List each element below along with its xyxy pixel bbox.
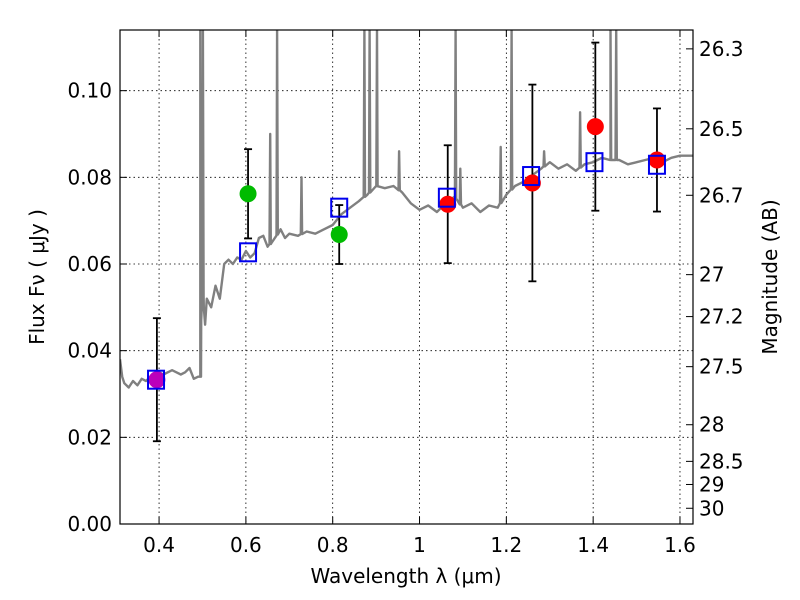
right-y-axis-label: Magnitude (AB): [758, 199, 782, 354]
mag-tick-label: 26.5: [699, 117, 744, 141]
synthetic-square: [147, 369, 166, 390]
mag-tick-label: 28: [699, 413, 724, 437]
y-axis-label: Flux Fν ( μJy ): [25, 209, 49, 345]
photometry-markers: [147, 41, 666, 443]
model-spectrum-line: [120, 30, 693, 389]
observed-point: [586, 118, 604, 136]
mag-tick-label: 28.5: [699, 449, 744, 473]
synthetic-square: [239, 242, 258, 263]
synthetic-square: [585, 152, 604, 173]
mag-tick-label: 27: [699, 263, 724, 287]
grid-lines: [120, 30, 693, 524]
model-spectrum-layer: [120, 30, 693, 389]
observed-point: [439, 195, 457, 213]
x-tick-label: 1: [413, 533, 426, 557]
y-tick-label: 0.00: [67, 512, 112, 536]
y-tick-label: 0.06: [67, 252, 112, 276]
mag-tick-label: 26.7: [699, 183, 744, 207]
x-axis-label: Wavelength λ (μm): [310, 564, 501, 588]
synthetic-square: [647, 154, 666, 175]
mag-tick-label: 26.3: [699, 37, 744, 61]
mag-tick-label: 27.5: [699, 355, 744, 379]
plot-frame: [119, 29, 694, 525]
observed-point: [523, 174, 541, 192]
synthetic-square: [330, 197, 349, 218]
x-tick-label: 1.6: [664, 533, 696, 557]
x-tick-label: 1.4: [577, 533, 609, 557]
x-tick-label: 0.6: [230, 533, 262, 557]
x-tick-label: 0.4: [143, 533, 175, 557]
mag-tick-label: 27.2: [699, 305, 744, 329]
synthetic-square: [437, 187, 456, 208]
axis-ticks: 0.4 0.6 0.8 1 1.2 1.4 1.6 0.00 0.02 0.04 0.06 0.08 0…: [67, 30, 744, 557]
mag-tick-label: 30: [699, 496, 724, 520]
y-tick-label: 0.10: [67, 79, 112, 103]
mag-tick-label: 29: [699, 472, 724, 496]
y-tick-label: 0.08: [67, 165, 112, 189]
x-tick-label: 1.2: [490, 533, 522, 557]
observed-point: [148, 371, 166, 389]
x-tick-label: 0.8: [317, 533, 349, 557]
synthetic-square: [522, 166, 541, 187]
y-tick-label: 0.04: [67, 339, 112, 363]
observed-point: [648, 151, 666, 169]
observed-point: [239, 185, 257, 203]
y-tick-label: 0.02: [67, 425, 112, 449]
observed-point: [330, 226, 348, 244]
